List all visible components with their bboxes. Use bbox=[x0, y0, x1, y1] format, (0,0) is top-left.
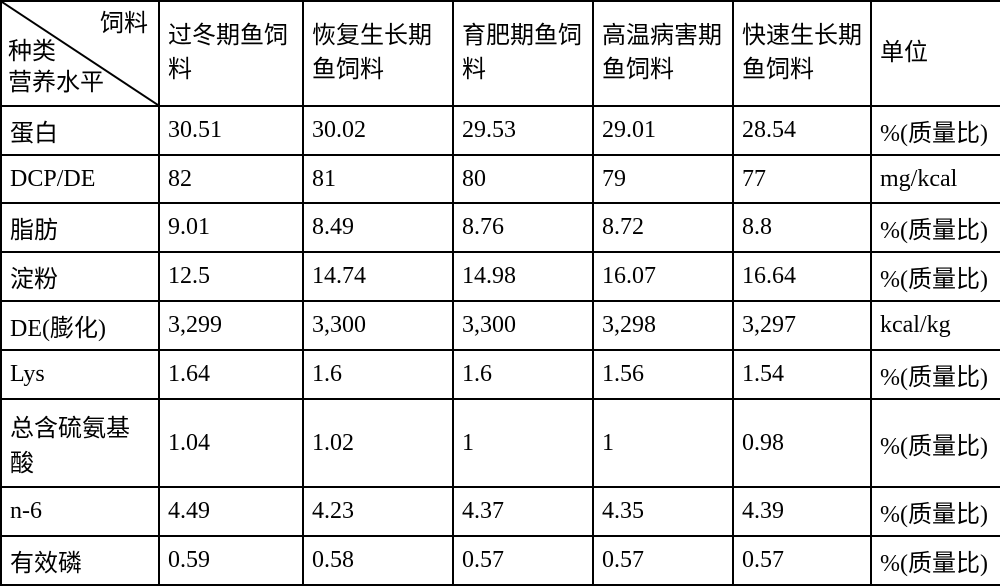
data-cell: 28.54 bbox=[733, 106, 871, 155]
data-cell: 1 bbox=[593, 399, 733, 487]
column-header: 高温病害期鱼饲料 bbox=[593, 1, 733, 106]
data-cell: 1.64 bbox=[159, 350, 303, 399]
data-cell: 77 bbox=[733, 155, 871, 203]
data-cell: 4.23 bbox=[303, 487, 453, 536]
table-row: 有效磷 0.59 0.58 0.57 0.57 0.57 %(质量比) bbox=[1, 536, 1000, 585]
data-cell: 3,297 bbox=[733, 301, 871, 350]
data-cell: 16.07 bbox=[593, 252, 733, 301]
data-cell: 1 bbox=[453, 399, 593, 487]
data-cell: kcal/kg bbox=[871, 301, 1000, 350]
data-cell: 79 bbox=[593, 155, 733, 203]
data-cell: %(质量比) bbox=[871, 536, 1000, 585]
data-cell: 1.6 bbox=[453, 350, 593, 399]
data-cell: 8.76 bbox=[453, 203, 593, 252]
data-cell: 29.01 bbox=[593, 106, 733, 155]
column-header: 单位 bbox=[871, 1, 1000, 106]
data-cell: 0.58 bbox=[303, 536, 453, 585]
table-row: DCP/DE 82 81 80 79 77 mg/kcal bbox=[1, 155, 1000, 203]
data-cell: 82 bbox=[159, 155, 303, 203]
data-cell: 1.54 bbox=[733, 350, 871, 399]
data-cell: 4.39 bbox=[733, 487, 871, 536]
data-cell: 0.98 bbox=[733, 399, 871, 487]
column-header: 快速生长期鱼饲料 bbox=[733, 1, 871, 106]
table-row: n-6 4.49 4.23 4.37 4.35 4.39 %(质量比) bbox=[1, 487, 1000, 536]
data-cell: 3,299 bbox=[159, 301, 303, 350]
data-cell: 30.02 bbox=[303, 106, 453, 155]
row-label: 脂肪 bbox=[1, 203, 159, 252]
nutrition-table: 饲料 种类 营养水平 过冬期鱼饲料 恢复生长期鱼饲料 育肥期鱼饲料 高温病害期鱼… bbox=[0, 0, 1000, 586]
data-cell: 80 bbox=[453, 155, 593, 203]
data-cell: 1.02 bbox=[303, 399, 453, 487]
data-cell: 4.37 bbox=[453, 487, 593, 536]
data-cell: 1.6 bbox=[303, 350, 453, 399]
data-cell: %(质量比) bbox=[871, 399, 1000, 487]
data-cell: 30.51 bbox=[159, 106, 303, 155]
row-label: 蛋白 bbox=[1, 106, 159, 155]
data-cell: 4.35 bbox=[593, 487, 733, 536]
data-cell: mg/kcal bbox=[871, 155, 1000, 203]
data-cell: %(质量比) bbox=[871, 350, 1000, 399]
data-cell: 0.59 bbox=[159, 536, 303, 585]
row-label: DCP/DE bbox=[1, 155, 159, 203]
data-cell: 3,300 bbox=[453, 301, 593, 350]
data-cell: 16.64 bbox=[733, 252, 871, 301]
data-cell: 1.04 bbox=[159, 399, 303, 487]
column-header: 恢复生长期鱼饲料 bbox=[303, 1, 453, 106]
data-cell: 14.98 bbox=[453, 252, 593, 301]
diagonal-header-cell: 饲料 种类 营养水平 bbox=[1, 1, 159, 106]
nutrition-table-container: 饲料 种类 营养水平 过冬期鱼饲料 恢复生长期鱼饲料 育肥期鱼饲料 高温病害期鱼… bbox=[0, 0, 1000, 586]
data-cell: 0.57 bbox=[733, 536, 871, 585]
data-cell: 9.01 bbox=[159, 203, 303, 252]
row-label: Lys bbox=[1, 350, 159, 399]
data-cell: 0.57 bbox=[593, 536, 733, 585]
data-cell: 14.74 bbox=[303, 252, 453, 301]
table-row: Lys 1.64 1.6 1.6 1.56 1.54 %(质量比) bbox=[1, 350, 1000, 399]
data-cell: 4.49 bbox=[159, 487, 303, 536]
table-row: 蛋白 30.51 30.02 29.53 29.01 28.54 %(质量比) bbox=[1, 106, 1000, 155]
table-row: 总含硫氨基酸 1.04 1.02 1 1 0.98 %(质量比) bbox=[1, 399, 1000, 487]
data-cell: 1.56 bbox=[593, 350, 733, 399]
column-header: 过冬期鱼饲料 bbox=[159, 1, 303, 106]
table-header-row: 饲料 种类 营养水平 过冬期鱼饲料 恢复生长期鱼饲料 育肥期鱼饲料 高温病害期鱼… bbox=[1, 1, 1000, 106]
header-bottom-label: 种类 营养水平 bbox=[8, 37, 104, 99]
data-cell: 81 bbox=[303, 155, 453, 203]
row-label: 淀粉 bbox=[1, 252, 159, 301]
data-cell: 29.53 bbox=[453, 106, 593, 155]
data-cell: 3,298 bbox=[593, 301, 733, 350]
data-cell: %(质量比) bbox=[871, 203, 1000, 252]
header-top-label: 饲料 bbox=[100, 8, 148, 42]
data-cell: %(质量比) bbox=[871, 106, 1000, 155]
data-cell: 0.57 bbox=[453, 536, 593, 585]
data-cell: 8.72 bbox=[593, 203, 733, 252]
data-cell: 12.5 bbox=[159, 252, 303, 301]
data-cell: %(质量比) bbox=[871, 252, 1000, 301]
row-label: 有效磷 bbox=[1, 536, 159, 585]
data-cell: 8.49 bbox=[303, 203, 453, 252]
row-label: n-6 bbox=[1, 487, 159, 536]
column-header: 育肥期鱼饲料 bbox=[453, 1, 593, 106]
table-row: 淀粉 12.5 14.74 14.98 16.07 16.64 %(质量比) bbox=[1, 252, 1000, 301]
table-row: DE(膨化) 3,299 3,300 3,300 3,298 3,297 kca… bbox=[1, 301, 1000, 350]
data-cell: %(质量比) bbox=[871, 487, 1000, 536]
table-row: 脂肪 9.01 8.49 8.76 8.72 8.8 %(质量比) bbox=[1, 203, 1000, 252]
data-cell: 3,300 bbox=[303, 301, 453, 350]
row-label: DE(膨化) bbox=[1, 301, 159, 350]
data-cell: 8.8 bbox=[733, 203, 871, 252]
row-label: 总含硫氨基酸 bbox=[1, 399, 159, 487]
